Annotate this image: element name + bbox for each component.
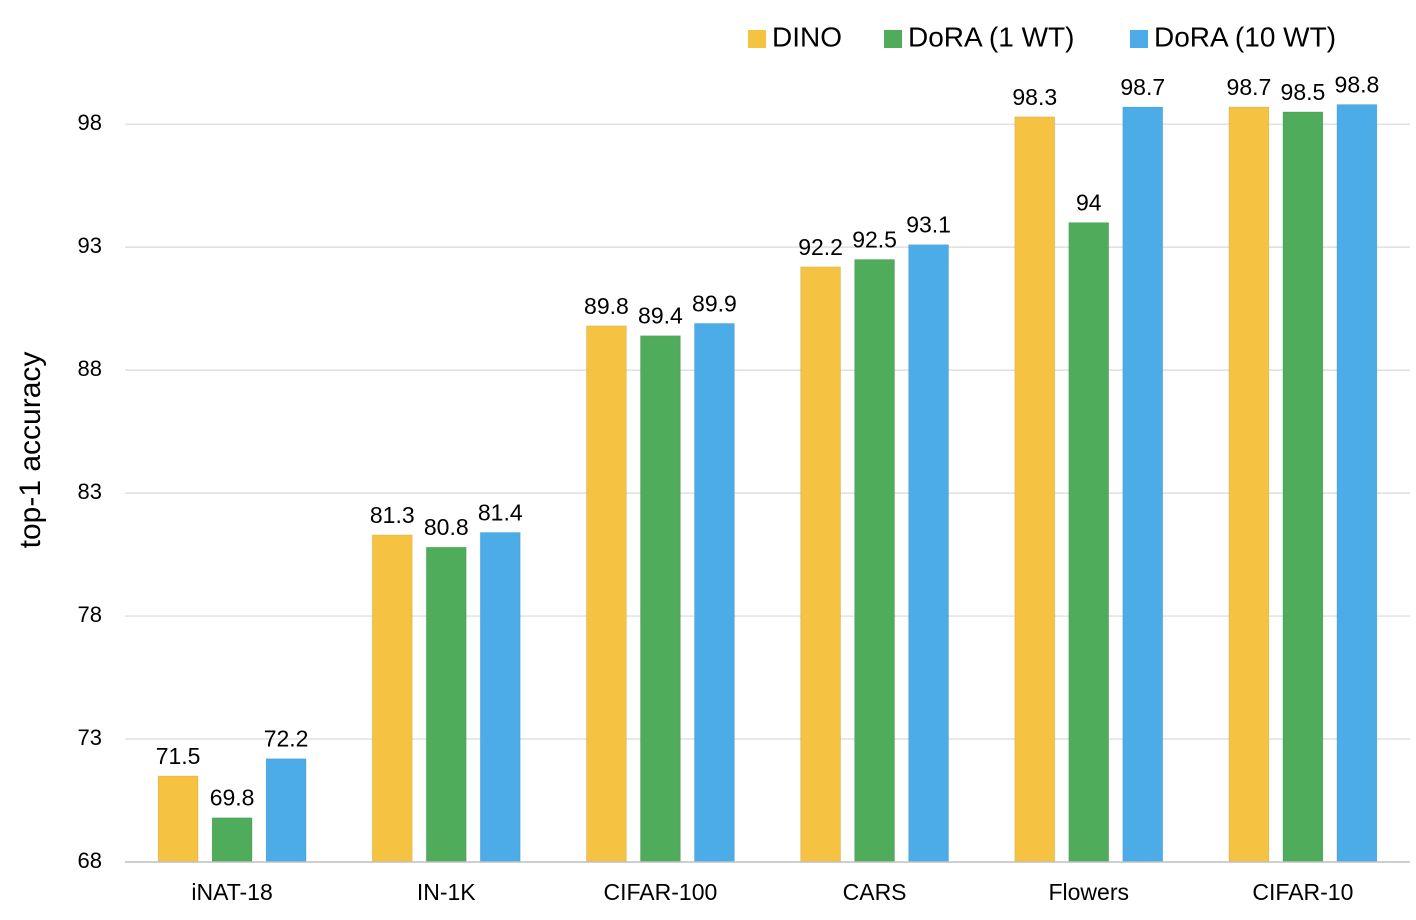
y-tick-label: 73 xyxy=(78,725,102,750)
data-label-dino: 71.5 xyxy=(156,743,201,769)
legend-swatch-dora-10-wt xyxy=(1130,30,1148,48)
x-category-label: CIFAR-10 xyxy=(1252,879,1353,905)
data-label-dora-10-wt: 89.9 xyxy=(692,290,737,316)
y-tick-label: 98 xyxy=(78,110,102,135)
y-tick-label: 93 xyxy=(78,233,102,258)
data-labels: 71.5 69.8 72.2 81.3 80.8 81.4 89.8 89.4 89.9 92.2… xyxy=(156,72,1380,811)
legend-swatch-dino xyxy=(748,30,766,48)
x-category-label: CIFAR-100 xyxy=(604,879,718,905)
data-label-dora-10-wt: 81.4 xyxy=(478,499,523,525)
bar-dino xyxy=(585,325,627,863)
bar-dino xyxy=(157,775,199,863)
bar-dora-1-wt xyxy=(1282,111,1324,863)
data-label-dora-1-wt: 89.4 xyxy=(638,303,683,329)
bar-dora-1-wt xyxy=(211,817,253,863)
data-label-dora-10-wt: 98.8 xyxy=(1335,72,1380,98)
bar-dora-1-wt xyxy=(425,546,467,863)
bar-dora-1-wt xyxy=(854,258,896,863)
x-category-label: IN-1K xyxy=(417,879,476,905)
data-label-dino: 98.3 xyxy=(1012,84,1057,110)
legend-label-dino: DINO xyxy=(772,21,842,52)
y-tick-label: 83 xyxy=(78,479,102,504)
bar-dora-10-wt xyxy=(1122,106,1164,863)
data-label-dino: 92.2 xyxy=(798,234,843,260)
data-label-dora-10-wt: 72.2 xyxy=(264,726,309,752)
legend: DINO DoRA (1 WT) DoRA (10 WT) xyxy=(748,21,1336,52)
legend-label-dora-1-wt: DoRA (1 WT) xyxy=(908,21,1074,52)
bar-dino xyxy=(1014,116,1056,863)
data-label-dora-1-wt: 80.8 xyxy=(424,514,469,540)
x-category-label: Flowers xyxy=(1048,879,1129,905)
y-tick-label: 68 xyxy=(78,848,102,873)
bar-dora-10-wt xyxy=(265,758,307,863)
y-tick-label: 88 xyxy=(78,356,102,381)
legend-label-dora-10-wt: DoRA (10 WT) xyxy=(1154,21,1336,52)
y-axis-label: top-1 accuracy xyxy=(14,352,47,549)
data-label-dora-10-wt: 98.7 xyxy=(1120,74,1165,100)
data-label-dora-1-wt: 92.5 xyxy=(852,226,897,252)
bar-dora-1-wt xyxy=(639,335,681,863)
data-label-dora-1-wt: 94 xyxy=(1076,190,1102,216)
bar-dora-10-wt xyxy=(908,244,950,863)
data-label-dino: 89.8 xyxy=(584,293,629,319)
bar-dora-1-wt xyxy=(1068,222,1110,863)
bar-dora-10-wt xyxy=(479,531,521,863)
bar-dino xyxy=(1228,106,1270,863)
x-axis-categories: iNAT-18 IN-1K CIFAR-100 CARS Flowers CIFAR-10 xyxy=(191,879,1353,905)
y-tick-label: 78 xyxy=(78,602,102,627)
data-label-dora-1-wt: 69.8 xyxy=(210,785,255,811)
data-label-dino: 81.3 xyxy=(370,502,415,528)
bar-dino xyxy=(371,534,413,863)
bar-dino xyxy=(800,266,842,863)
y-axis-ticks: 68 73 78 83 88 93 98 xyxy=(78,110,102,873)
bar-dora-10-wt xyxy=(693,322,735,863)
x-category-label: iNAT-18 xyxy=(191,879,272,905)
gridlines xyxy=(125,123,1410,740)
data-label-dino: 98.7 xyxy=(1227,74,1272,100)
bars xyxy=(157,104,1378,863)
data-label-dora-1-wt: 98.5 xyxy=(1281,79,1326,105)
legend-swatch-dora-1-wt xyxy=(884,30,902,48)
data-label-dora-10-wt: 93.1 xyxy=(906,212,951,238)
x-category-label: CARS xyxy=(843,879,907,905)
bar-dora-10-wt xyxy=(1336,104,1378,863)
